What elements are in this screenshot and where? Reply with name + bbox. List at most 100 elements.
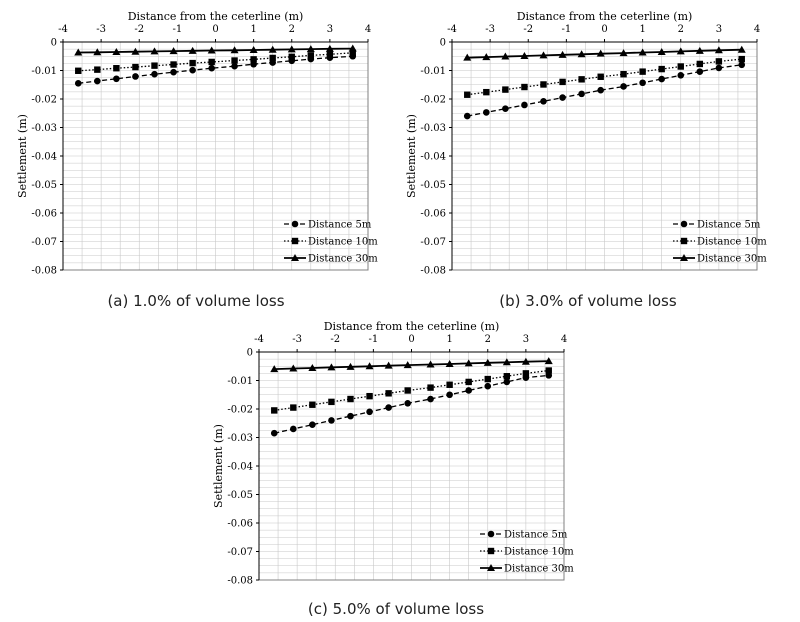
x-tick-label: -4 bbox=[447, 24, 457, 35]
series-triangle bbox=[74, 44, 357, 56]
data-point-circle bbox=[540, 97, 547, 105]
y-tick-label: -0.08 bbox=[31, 266, 57, 277]
y-tick-label: -0.02 bbox=[227, 405, 253, 416]
data-point-triangle bbox=[169, 47, 178, 55]
data-point-circle bbox=[677, 72, 685, 79]
data-point-triangle bbox=[346, 362, 355, 370]
data-point-triangle bbox=[327, 363, 336, 371]
x-tick-label: 4 bbox=[561, 334, 567, 345]
series-square bbox=[75, 49, 356, 74]
y-tick-label: -0.03 bbox=[227, 433, 253, 444]
data-point-triangle bbox=[93, 48, 102, 56]
data-point-circle bbox=[208, 64, 215, 72]
data-point-circle bbox=[502, 105, 509, 112]
data-point-square bbox=[658, 65, 665, 73]
data-point-square bbox=[696, 60, 704, 68]
data-point-square bbox=[484, 375, 491, 383]
x-tick-label: 3 bbox=[523, 334, 529, 345]
panel-caption: (a) 1.0% of volume loss bbox=[107, 292, 284, 310]
legend-label: Distance 30m bbox=[697, 254, 767, 265]
data-point-triangle bbox=[482, 53, 491, 61]
data-point-triangle bbox=[74, 48, 83, 56]
data-point-circle bbox=[231, 62, 238, 70]
data-point-square bbox=[328, 398, 335, 406]
data-point-square bbox=[113, 65, 120, 72]
data-point-circle bbox=[113, 75, 120, 83]
data-point-circle bbox=[715, 64, 723, 72]
data-point-triangle bbox=[520, 51, 529, 59]
x-tick-label: -3 bbox=[96, 24, 106, 35]
data-point-triangle bbox=[150, 47, 159, 55]
chart-panel-3: -4 -3 -2 -1 0 1 2 3 4 Distance from the ceterline… bbox=[212, 320, 574, 618]
panel-caption: (b) 3.0% of volume loss bbox=[499, 292, 677, 310]
data-point-square bbox=[502, 86, 509, 93]
data-point-triangle bbox=[112, 47, 121, 55]
data-point-circle bbox=[427, 395, 434, 403]
data-point-triangle bbox=[676, 47, 685, 55]
data-point-square bbox=[404, 387, 411, 394]
data-point-square bbox=[385, 390, 392, 397]
y-tick-label: -0.06 bbox=[31, 209, 57, 220]
panel-caption: (c) 5.0% of volume loss bbox=[308, 600, 484, 618]
data-point-circle bbox=[189, 66, 196, 74]
x-tick-label: 3 bbox=[327, 24, 333, 35]
y-axis-title: Settlement (m) bbox=[16, 114, 29, 198]
data-point-triangle bbox=[657, 47, 666, 55]
data-point-circle bbox=[578, 90, 585, 98]
series-line bbox=[78, 55, 353, 84]
y-tick-label: -0.07 bbox=[227, 547, 253, 558]
x-tick-label: 1 bbox=[446, 334, 452, 345]
data-point-circle bbox=[270, 429, 278, 437]
data-point-circle bbox=[74, 80, 82, 87]
y-tick-label: -0.07 bbox=[420, 237, 446, 248]
data-point-square bbox=[151, 62, 158, 69]
data-point-circle bbox=[620, 83, 627, 90]
series-square bbox=[271, 367, 552, 414]
data-point-square bbox=[189, 59, 196, 67]
data-point-circle bbox=[446, 391, 453, 399]
data-point-circle bbox=[347, 412, 354, 420]
legend-marker-triangle bbox=[680, 254, 688, 261]
data-point-triangle bbox=[365, 362, 374, 370]
series-line bbox=[467, 58, 742, 96]
y-tick-label: -0.05 bbox=[420, 180, 446, 191]
data-point-triangle bbox=[249, 45, 258, 53]
x-tick-label: -1 bbox=[173, 24, 183, 35]
data-point-square bbox=[170, 61, 177, 68]
x-tick-label: 2 bbox=[289, 24, 295, 35]
data-point-triangle bbox=[463, 53, 472, 61]
y-tick-label: -0.08 bbox=[420, 266, 446, 277]
data-point-triangle bbox=[619, 49, 628, 57]
y-tick-label: -0.04 bbox=[227, 462, 253, 473]
legend-label: Distance 30m bbox=[504, 564, 574, 575]
data-point-square bbox=[309, 401, 316, 408]
data-point-square bbox=[540, 81, 547, 88]
data-point-triangle bbox=[558, 50, 567, 58]
data-point-circle bbox=[94, 77, 101, 85]
data-point-square bbox=[288, 53, 295, 61]
x-tick-label: 0 bbox=[212, 24, 218, 35]
y-tick-label: -0.02 bbox=[31, 95, 57, 106]
y-tick-label: -0.05 bbox=[227, 490, 253, 501]
x-tick-label: -2 bbox=[330, 334, 340, 345]
data-point-square bbox=[639, 68, 646, 75]
data-point-triangle bbox=[287, 45, 296, 53]
x-tick-label: -2 bbox=[523, 24, 533, 35]
data-point-square bbox=[483, 88, 490, 96]
data-point-triangle bbox=[306, 45, 315, 53]
data-point-circle bbox=[170, 68, 177, 76]
data-point-square bbox=[446, 381, 453, 388]
data-point-triangle bbox=[464, 359, 473, 367]
data-point-circle bbox=[151, 70, 158, 78]
data-point-circle bbox=[290, 425, 297, 433]
data-point-circle bbox=[559, 94, 566, 101]
legend-label: Distance 10m bbox=[697, 237, 767, 248]
y-tick-label: -0.01 bbox=[31, 66, 57, 77]
data-point-triangle bbox=[596, 49, 605, 57]
x-tick-label: 3 bbox=[716, 24, 722, 35]
legend-label: Distance 30m bbox=[308, 254, 378, 265]
y-tick-label: 0 bbox=[247, 348, 253, 359]
x-tick-label: 0 bbox=[601, 24, 607, 35]
data-point-circle bbox=[738, 61, 746, 69]
data-point-square bbox=[208, 58, 215, 66]
